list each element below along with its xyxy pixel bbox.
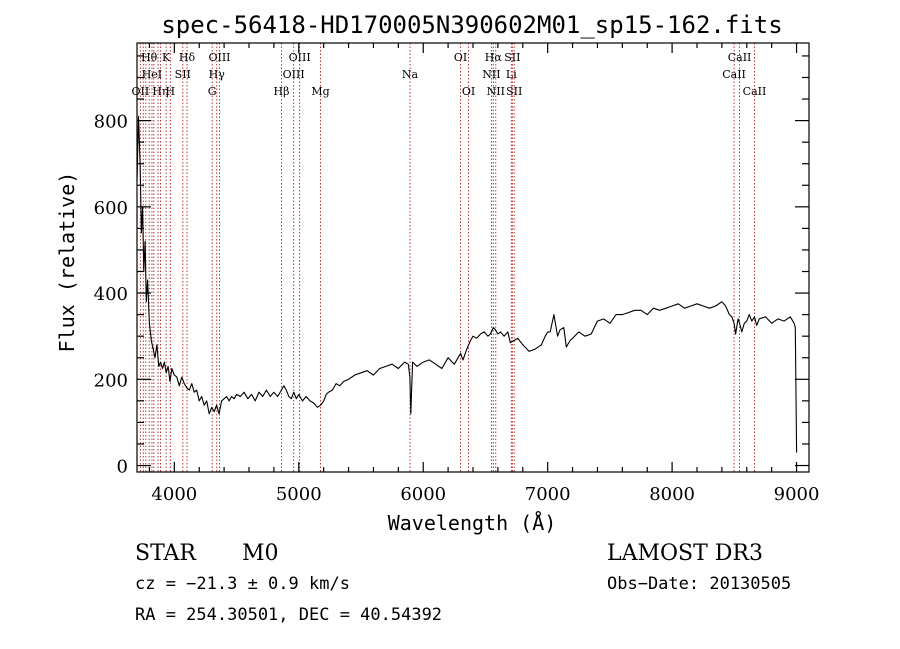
- coordinates-text: RA = 254.30501, DEC = 40.54392: [135, 605, 442, 625]
- line-label-18: Mg: [311, 85, 329, 98]
- object-class: STAR: [135, 541, 197, 566]
- y-tick-label-3: 600: [94, 198, 128, 219]
- observation-date: Obs−Date: 20130505: [607, 574, 791, 594]
- line-label-13: Hγ: [209, 68, 226, 81]
- line-label-27: SII: [506, 85, 522, 98]
- line-label-20: OI: [454, 51, 467, 64]
- spectral-line-labels: OII Hθ HeI Hη K H SII Hδ G Hγ OIII Hβ OIII OIII Mg Na OI…: [132, 51, 767, 98]
- x-tick-label-0: 4000: [151, 484, 197, 505]
- line-label-12: G: [208, 85, 217, 98]
- plot-frame: [136, 42, 810, 473]
- x-tick-label-5: 9000: [774, 484, 820, 505]
- line-label-10: SII: [175, 68, 191, 81]
- line-label-30: CaII: [743, 85, 767, 98]
- line-label-19: Na: [402, 68, 419, 81]
- line-label-25: Li: [506, 68, 517, 81]
- line-label-14: OIII: [208, 51, 230, 64]
- x-tick-label-3: 7000: [525, 484, 571, 505]
- x-axis-label: Wavelength (Å): [388, 511, 557, 535]
- redshift-text: cz = −21.3 ± 0.9 km/s: [135, 574, 350, 594]
- line-label-0: OII: [132, 85, 150, 98]
- chart-title: spec-56418-HD170005N390602M01_sp15-162.f…: [161, 11, 782, 39]
- y-tick-label-4: 800: [94, 112, 128, 133]
- line-label-29: CaII: [728, 51, 752, 64]
- y-tick-label-1: 200: [94, 370, 128, 391]
- line-label-22: NII: [482, 68, 500, 81]
- line-label-15: Hβ: [274, 85, 290, 98]
- line-label-3: Hθ: [141, 51, 158, 64]
- x-axis-ticks: 4000 5000 6000 7000 8000 9000: [148, 43, 820, 505]
- y-axis-label: Flux (relative): [55, 172, 79, 353]
- line-label-7: Hη: [152, 85, 168, 98]
- spectrum-line: [136, 115, 798, 453]
- spectral-line-markers: [139, 43, 755, 472]
- line-label-4: HeI: [142, 68, 162, 81]
- x-tick-label-1: 5000: [276, 484, 322, 505]
- line-label-17: OIII: [289, 51, 311, 64]
- x-tick-label-2: 6000: [400, 484, 446, 505]
- y-axis-ticks: 0 200 400 600 800: [94, 55, 809, 478]
- line-label-24: NII: [487, 85, 505, 98]
- line-label-21: OI: [462, 85, 475, 98]
- line-label-11: Hδ: [179, 51, 196, 64]
- line-label-9: H: [166, 85, 176, 98]
- survey-name: LAMOST DR3: [607, 541, 763, 566]
- y-tick-label-2: 400: [94, 284, 128, 305]
- line-label-26: SII: [504, 51, 520, 64]
- line-label-16: OIII: [283, 68, 305, 81]
- line-label-23: Hα: [485, 51, 503, 64]
- line-label-8: K: [162, 51, 171, 64]
- line-label-28: CaII: [722, 68, 746, 81]
- y-tick-label-0: 0: [117, 457, 128, 478]
- object-subclass: M0: [242, 541, 279, 566]
- x-tick-label-4: 8000: [649, 484, 695, 505]
